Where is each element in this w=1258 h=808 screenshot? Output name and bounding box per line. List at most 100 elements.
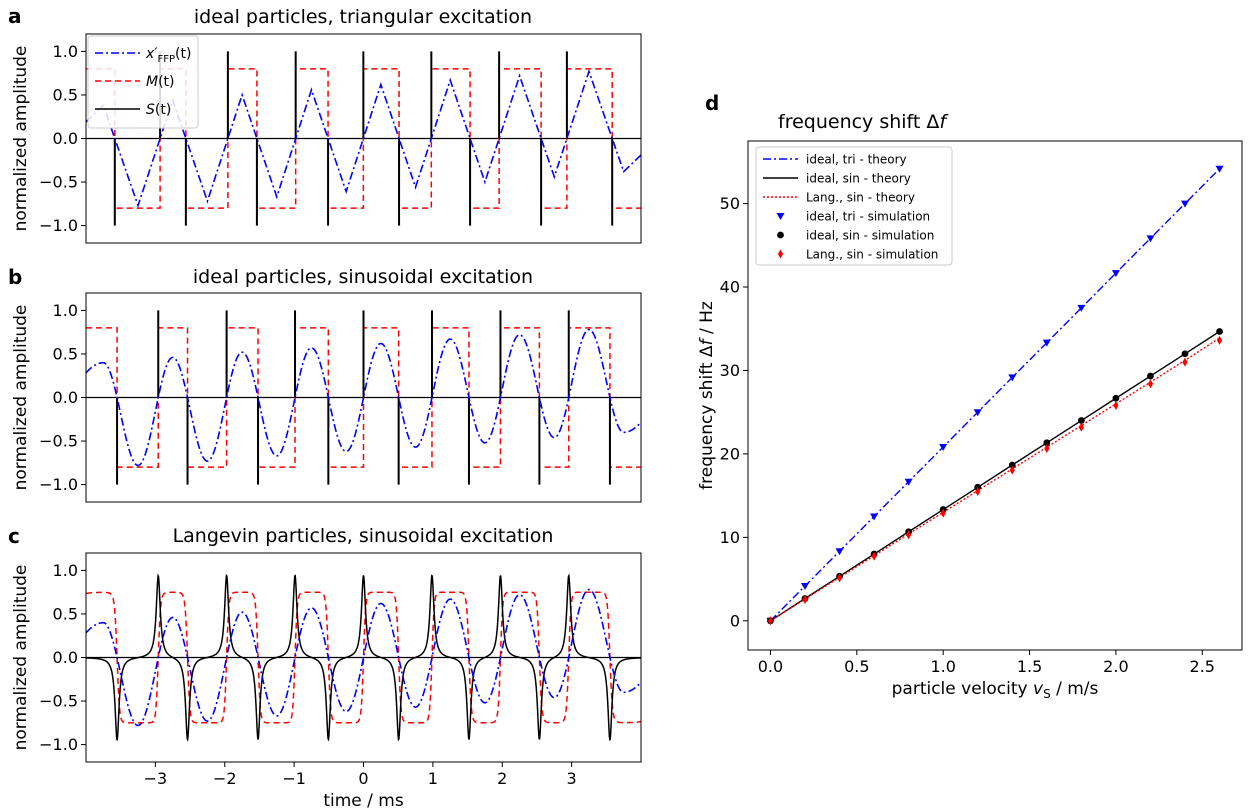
data-point xyxy=(1008,374,1017,382)
legend-tail: (t) xyxy=(175,46,191,62)
data-point xyxy=(1043,439,1051,447)
legend-tail: (t) xyxy=(158,74,174,90)
x-tick-label: 0 xyxy=(358,769,368,788)
panel-label-d: d xyxy=(705,91,719,115)
y-tick-label: 0 xyxy=(730,611,740,630)
legend-entry: ideal, sin - simulation xyxy=(806,229,934,243)
legend-base: M xyxy=(146,74,158,90)
y-tick-label: 30 xyxy=(720,361,740,380)
y-tick-label: 0.5 xyxy=(53,85,78,104)
y-tick-label: 1.0 xyxy=(53,561,78,580)
data-point xyxy=(1009,465,1015,475)
y-tick-label: −0.5 xyxy=(39,692,78,711)
title-ital: f xyxy=(939,111,949,133)
data-point xyxy=(836,573,843,583)
y-axis-label: normalized amplitude xyxy=(11,46,31,232)
data-point xyxy=(1077,417,1085,424)
x-tick-label: 1.5 xyxy=(1017,657,1042,676)
y-tick-label: 10 xyxy=(720,528,740,547)
y-tick-label: 0.0 xyxy=(53,129,78,148)
panel-c: 1.0 0.5 0.0 −0.5 −1.0 −3 −2 −1 0 1 2 3 Langevin part… xyxy=(8,524,642,808)
x-tick-label: 1 xyxy=(428,769,438,788)
data-point xyxy=(975,486,981,496)
data-point xyxy=(1181,350,1189,358)
data-point xyxy=(906,530,912,540)
xlabel-pre: particle velocity xyxy=(892,679,1033,699)
axes-frame-d xyxy=(747,140,1243,651)
panel-d: 0 10 20 30 40 50 0.0 0.5 1.0 1.5 2.0 2.5 d frequency … xyxy=(697,91,1243,701)
y-tick-label: 50 xyxy=(720,194,740,213)
data-point xyxy=(1216,328,1223,335)
data-point xyxy=(835,548,844,556)
xffp-curve xyxy=(86,328,641,467)
data-point xyxy=(1078,422,1084,432)
y-axis-label: normalized amplitude xyxy=(11,565,31,751)
data-point xyxy=(1146,235,1155,243)
data-point xyxy=(940,508,946,518)
legend-box xyxy=(755,146,953,266)
xffp-curve xyxy=(86,588,641,727)
y-tick-label: 1.0 xyxy=(53,301,78,320)
x-tick-label: 2.5 xyxy=(1190,657,1215,676)
series-line xyxy=(770,337,1220,622)
plot-area-c xyxy=(86,573,641,742)
panel-label-c: c xyxy=(8,524,20,548)
legend-sub: FFP xyxy=(157,54,175,65)
ylabel-post: / Hz xyxy=(697,301,717,339)
y-tick-label: 20 xyxy=(720,444,740,463)
legend: x′FFP(t)M(t)S(t) xyxy=(87,35,199,129)
legend-base: x′ xyxy=(145,46,158,62)
data-point xyxy=(1147,379,1154,389)
x-tick-label: 2 xyxy=(497,769,507,788)
y-tick-label: −1.0 xyxy=(39,475,78,494)
panel-title-d: frequency shift Δf xyxy=(778,111,949,133)
x-tick-label: −2 xyxy=(213,769,237,788)
legend-entry: Lang., sin - theory xyxy=(806,191,915,205)
ylabel-ital: f xyxy=(697,336,717,345)
x-tick-label: 1.0 xyxy=(930,657,955,676)
data-point xyxy=(871,551,877,561)
x-tick-label: 0.5 xyxy=(844,657,869,676)
data-point xyxy=(1044,443,1050,453)
plot-area-b xyxy=(86,310,641,485)
legend-entry: ideal, tri - simulation xyxy=(806,210,930,224)
xlabel-post: / m/s xyxy=(1051,679,1099,699)
xlabel-ital: v xyxy=(1033,679,1044,699)
y-axis-label: frequency shift Δf / Hz xyxy=(697,301,717,490)
x-axis-label: time / ms xyxy=(323,791,404,808)
data-point xyxy=(802,595,808,605)
panel-label-b: b xyxy=(8,265,22,289)
x-tick-label: 3 xyxy=(567,769,577,788)
legend-entry: ideal, tri - theory xyxy=(806,153,907,167)
data-point xyxy=(767,616,774,626)
data-point xyxy=(939,443,948,451)
data-point xyxy=(1215,165,1224,173)
data-point xyxy=(1182,357,1188,367)
magnetization-curve xyxy=(86,591,641,724)
y-tick-label: −0.5 xyxy=(39,432,78,451)
x-tick-label: −1 xyxy=(282,769,306,788)
signal-curve xyxy=(86,573,641,742)
y-tick-label: −1.0 xyxy=(39,735,78,754)
data-point xyxy=(1077,304,1086,312)
ylabel-pre: frequency shift Δ xyxy=(697,345,717,490)
xlabel-sub: S xyxy=(1043,687,1051,701)
y-tick-label: 40 xyxy=(720,278,740,297)
legend-swatch xyxy=(777,231,784,239)
legend: ideal, tri - theory ideal, sin - theory La… xyxy=(755,146,953,266)
data-point xyxy=(1147,372,1154,380)
x-tick-label: 0.0 xyxy=(758,657,783,676)
legend-swatch xyxy=(777,249,784,259)
legend-base: S xyxy=(146,102,155,118)
data-point xyxy=(1181,200,1189,208)
y-tick-label: 1.0 xyxy=(53,42,78,61)
x-tick-label: −3 xyxy=(144,769,168,788)
data-point xyxy=(1112,394,1120,402)
data-point xyxy=(1008,461,1016,469)
data-point xyxy=(1042,339,1051,347)
panel-title-a: ideal particles, triangular excitation xyxy=(194,6,532,28)
panel-label-a: a xyxy=(8,4,22,28)
data-point xyxy=(1113,401,1119,411)
data-point xyxy=(1216,335,1223,345)
panel-a: 1.0 0.5 0.0 −0.5 −1.0 ideal particles, triang… xyxy=(8,4,642,244)
